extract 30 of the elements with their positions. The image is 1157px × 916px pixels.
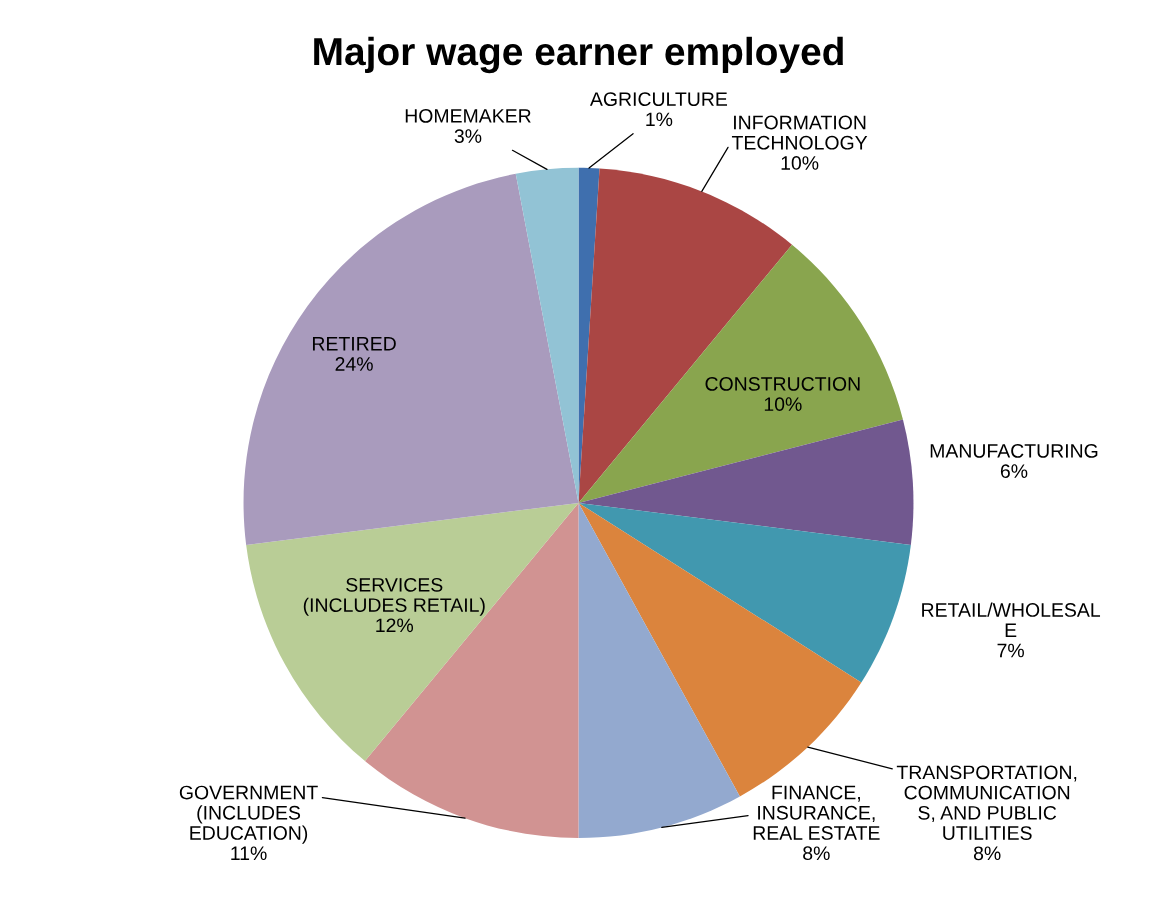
data-label: 24%: [335, 357, 373, 371]
slice-label: TRANSPORTATION, COMMUNICATION S, AND PUBLIC UTILITIES: [896, 765, 1077, 840]
slice-label: SERVICES (INCLUDES RETAIL): [303, 577, 485, 616]
slice-label: RETIRED: [312, 337, 396, 351]
slice-label: FINANCE, INSURANCE, REAL ESTATE: [753, 785, 880, 840]
pie-slice: [578, 502, 740, 838]
slice-label: GOVERNMENT (INCLUDES EDUCATION): [179, 785, 318, 844]
slice-label: INFORMATION TECHNOLOGY: [731, 115, 868, 150]
slice-label: MANUFACTURING: [930, 444, 1098, 458]
data-label: 12%: [376, 618, 414, 633]
slice-label: AGRICULTURE: [589, 92, 728, 106]
pie-slice: [578, 167, 600, 503]
data-label: 6%: [1000, 464, 1028, 479]
data-label: 7%: [997, 643, 1024, 658]
chart-title: Major wage earner employed: [314, 36, 843, 74]
data-label: 1%: [646, 112, 673, 127]
pie-slice: [578, 419, 914, 545]
data-label: 10%: [781, 156, 819, 170]
pie-slice: [578, 244, 903, 503]
data-label: 10%: [764, 397, 802, 412]
data-label: 11%: [231, 846, 267, 861]
pie-slice: [243, 173, 579, 545]
data-label: 8%: [973, 846, 1001, 861]
slice-label: RETAIL/WHOLESAL E: [922, 602, 1101, 637]
pie-slice: [578, 502, 911, 683]
slice-label: CONSTRUCTION: [705, 377, 860, 391]
pie-slice: [246, 502, 579, 762]
data-label: 3%: [454, 129, 482, 143]
data-label: 8%: [803, 846, 830, 861]
slice-label: HOMEMAKER: [405, 108, 531, 123]
